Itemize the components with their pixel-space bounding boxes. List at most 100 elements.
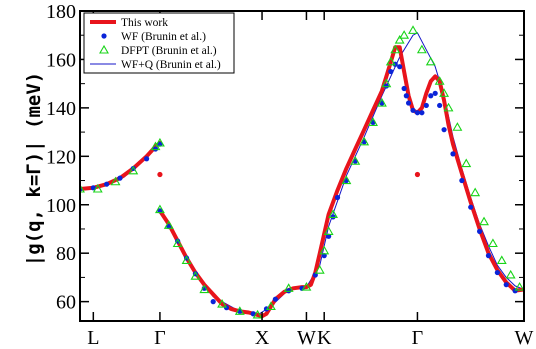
wf-point <box>104 181 110 187</box>
dfpt-point <box>252 309 263 319</box>
wf-point <box>485 253 492 259</box>
wf-point <box>401 85 407 92</box>
dfpt-point <box>80 183 85 193</box>
dfpt-point <box>408 25 418 34</box>
wf-point <box>117 175 123 181</box>
dfpt-point <box>425 56 436 66</box>
wf-point <box>250 311 256 317</box>
x-tick-label: Γ <box>154 327 166 349</box>
legend-label: WF (Brunin et al.) <box>121 31 206 43</box>
dfpt-point <box>323 226 334 235</box>
dfpt-point <box>92 183 103 193</box>
wf-point <box>459 177 465 184</box>
wf-point <box>512 288 518 294</box>
wf-point <box>423 102 429 109</box>
dfpt-point <box>496 255 507 265</box>
dfpt-point <box>470 187 481 197</box>
legend-label: WF+Q (Brunin et al.) <box>121 59 221 71</box>
dfpt-point <box>390 44 401 54</box>
wf-point <box>334 194 341 201</box>
wf-point <box>450 151 456 157</box>
dfpt-point <box>359 136 370 146</box>
dfpt-point <box>381 78 392 88</box>
dfpt-point <box>452 122 463 131</box>
dfpt-point <box>399 30 410 39</box>
dfpt-point <box>443 102 454 112</box>
dfpt-point <box>439 88 450 97</box>
this-work-point <box>414 171 421 178</box>
y-tick-label: 140 <box>46 98 76 120</box>
dfpt-point <box>199 284 210 294</box>
dfpt-point <box>110 176 121 186</box>
dfpt-point <box>461 158 472 168</box>
dfpt-point <box>514 281 524 291</box>
wfq-series-line <box>80 142 161 190</box>
wf-point <box>410 107 416 113</box>
x-tick-label: X <box>255 327 270 349</box>
legend-label: This work <box>121 17 168 29</box>
wf-point <box>286 288 292 294</box>
plot-area <box>80 25 524 319</box>
wf-point <box>419 110 425 116</box>
wf-point <box>494 269 500 276</box>
y-tick-label: 60 <box>56 292 76 314</box>
x-tick-label: Γ <box>412 327 424 349</box>
dfpt-point <box>265 301 276 311</box>
wf-point <box>428 93 434 99</box>
dfpt-point <box>341 175 352 185</box>
this-work-series-line <box>80 141 162 191</box>
dfpt-point <box>301 281 312 291</box>
wf-point <box>403 93 409 99</box>
legend-swatch-dfpt <box>99 44 109 54</box>
dfpt-point <box>181 255 192 265</box>
dfpt-point <box>154 204 165 214</box>
dfpt-point <box>350 156 361 165</box>
wf-point <box>90 185 96 191</box>
wf-point <box>383 83 389 89</box>
y-tick-label: 180 <box>46 1 76 23</box>
dfpt-point <box>314 265 325 274</box>
wf-point <box>388 68 394 75</box>
this-work-series-line <box>157 45 524 319</box>
y-tick-label: 120 <box>46 146 76 168</box>
dfpt-point <box>128 165 139 175</box>
dfpt-point <box>376 97 387 107</box>
dfpt-point <box>434 76 445 85</box>
wf-point <box>397 64 403 70</box>
wf-point <box>210 299 216 305</box>
dfpt-point <box>190 271 201 280</box>
this-work-point <box>157 171 163 178</box>
dfpt-point <box>283 283 294 292</box>
wf-point <box>432 90 438 96</box>
wfq-series-line <box>159 32 524 316</box>
dfpt-point <box>234 306 245 315</box>
legend-swatch-wf <box>101 33 107 39</box>
wf-point <box>272 296 278 302</box>
wf-point <box>468 204 474 210</box>
wf-point <box>441 127 447 133</box>
x-tick-label: L <box>87 327 99 349</box>
dfpt-point <box>487 238 498 248</box>
dfpt-point <box>385 56 396 66</box>
plot-frame <box>79 10 525 322</box>
dfpt-point <box>217 298 228 308</box>
dfpt-point <box>368 117 378 126</box>
x-tick-label: W <box>297 327 316 349</box>
legend: This work WF (Brunin et al.) DFPT (Brunin … <box>83 12 235 74</box>
dfpt-point <box>154 137 165 147</box>
wf-point <box>405 100 412 106</box>
y-tick-label: 80 <box>56 243 76 265</box>
y-tick-label: 100 <box>46 195 76 217</box>
dfpt-point <box>505 269 516 279</box>
wf-point <box>503 282 509 288</box>
wf-point <box>477 228 483 234</box>
series-group <box>80 25 524 319</box>
x-tick-label: K <box>317 327 332 349</box>
y-tick-label: 160 <box>46 49 76 71</box>
wf-point <box>152 146 159 152</box>
dfpt-point <box>163 220 174 229</box>
x-tick-label: W <box>515 327 534 349</box>
dfpt-point <box>328 209 339 218</box>
